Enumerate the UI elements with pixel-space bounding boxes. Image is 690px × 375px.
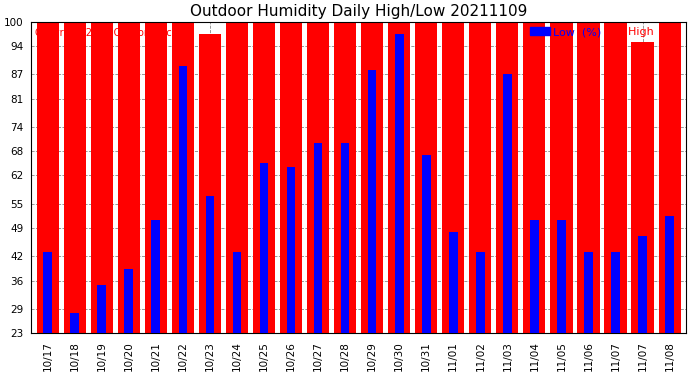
Title: Outdoor Humidity Daily High/Low 20211109: Outdoor Humidity Daily High/Low 20211109	[190, 4, 527, 19]
Text: Copyright 2021 Cartronics.com: Copyright 2021 Cartronics.com	[34, 28, 187, 38]
Bar	[307, 22, 329, 333]
Bar	[259, 164, 268, 333]
Bar	[449, 232, 457, 333]
Bar	[469, 22, 491, 333]
Bar	[341, 143, 349, 333]
Bar	[551, 22, 573, 333]
Bar	[658, 22, 681, 333]
Bar	[584, 252, 593, 333]
Bar	[287, 167, 295, 333]
Bar	[97, 285, 106, 333]
Bar	[395, 34, 404, 333]
Bar	[665, 216, 674, 333]
Bar	[631, 42, 653, 333]
Bar	[422, 155, 431, 333]
Bar	[43, 252, 52, 333]
Bar	[90, 22, 113, 333]
Bar	[388, 22, 411, 333]
Bar	[557, 220, 566, 333]
Bar	[638, 236, 647, 333]
Bar	[415, 22, 437, 333]
Bar	[334, 22, 356, 333]
Bar	[523, 22, 546, 333]
Bar	[604, 22, 627, 333]
Bar	[361, 22, 383, 333]
Bar	[63, 22, 86, 333]
Bar	[578, 22, 600, 333]
Bar	[145, 22, 167, 333]
Bar	[37, 22, 59, 333]
Bar	[124, 268, 133, 333]
Bar	[530, 220, 539, 333]
Bar	[172, 22, 194, 333]
Legend: Low  (%), High  (%): Low (%), High (%)	[530, 27, 680, 37]
Bar	[280, 22, 302, 333]
Bar	[496, 22, 518, 333]
Bar	[503, 74, 512, 333]
Bar	[70, 313, 79, 333]
Bar	[179, 66, 187, 333]
Bar	[476, 252, 484, 333]
Bar	[611, 252, 620, 333]
Bar	[206, 196, 214, 333]
Bar	[118, 22, 140, 333]
Bar	[314, 143, 322, 333]
Bar	[442, 22, 464, 333]
Bar	[233, 252, 241, 333]
Bar	[226, 22, 248, 333]
Bar	[199, 34, 221, 333]
Bar	[152, 220, 160, 333]
Bar	[368, 70, 377, 333]
Bar	[253, 22, 275, 333]
